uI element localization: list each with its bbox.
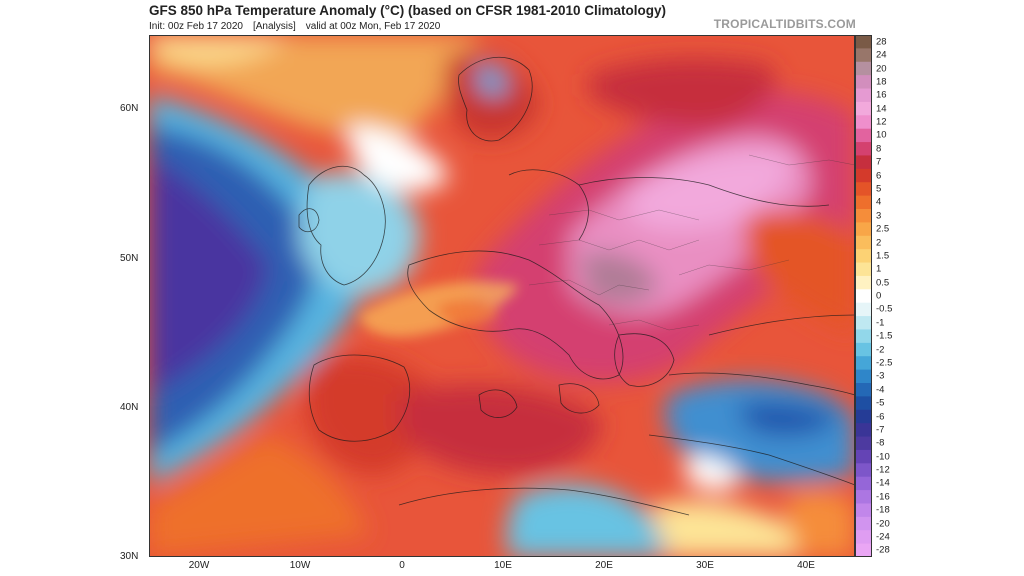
colorbar-label: 18 — [876, 76, 887, 88]
lon-label: 20W — [188, 560, 210, 571]
colorbar-swatch — [855, 75, 872, 90]
colorbar-swatch — [855, 356, 872, 371]
colorbar-swatch — [855, 222, 872, 237]
colorbar-label: -4 — [876, 384, 885, 396]
colorbar-label: -0.5 — [876, 303, 893, 315]
colorbar-label: -14 — [876, 477, 890, 489]
colorbar-label: -2 — [876, 344, 885, 355]
colorbar-label: 5 — [876, 183, 882, 195]
colorbar-label: 1 — [876, 263, 882, 275]
colorbar-swatch — [855, 383, 872, 397]
colorbar — [855, 35, 872, 557]
lat-label: 30N — [120, 551, 139, 562]
colorbar-label: -2.5 — [876, 357, 893, 369]
colorbar-swatch — [855, 503, 872, 518]
colorbar-swatch — [855, 275, 872, 290]
colorbar-swatch — [855, 490, 872, 504]
colorbar-label: -20 — [876, 518, 890, 529]
colorbar-swatch — [855, 476, 872, 491]
colorbar-label: -24 — [876, 531, 890, 543]
colorbar-label: -5 — [876, 397, 885, 409]
analysis-tag: [Analysis] — [252, 21, 296, 32]
colorbar-label: -6 — [876, 411, 885, 422]
colorbar-label: 10 — [876, 129, 887, 141]
lon-label: 30E — [696, 560, 714, 571]
colorbar-swatch — [855, 61, 872, 76]
colorbar-label: 12 — [876, 116, 887, 128]
lat-label: 50N — [120, 253, 139, 264]
init-time: Init: 00z Feb 17 2020 — [149, 21, 243, 32]
colorbar-swatch — [855, 329, 872, 344]
colorbar-label: 28 — [876, 36, 887, 48]
colorbar-label: -1.5 — [876, 330, 893, 342]
colorbar-label: 20 — [876, 63, 887, 74]
colorbar-swatch — [855, 262, 872, 277]
colorbar-border — [855, 35, 872, 557]
colorbar-label: 2.5 — [876, 223, 890, 235]
colorbar-label: -8 — [876, 437, 885, 449]
colorbar-swatch — [855, 423, 872, 438]
colorbar-swatch — [855, 436, 872, 451]
colorbar-swatch — [855, 168, 872, 183]
lon-label: 10E — [494, 560, 512, 571]
colorbar-label: -16 — [876, 491, 890, 503]
colorbar-label: 8 — [876, 143, 882, 155]
colorbar-swatch — [855, 543, 872, 557]
colorbar-swatch — [855, 463, 872, 478]
colorbar-swatch — [855, 369, 872, 384]
colorbar-swatch — [855, 155, 872, 170]
colorbar-label: 2 — [876, 237, 882, 248]
colorbar-label: 1.5 — [876, 250, 890, 262]
lon-label: 20E — [595, 560, 613, 571]
colorbar-label: 0 — [876, 290, 882, 302]
lat-label: 40N — [120, 402, 139, 413]
colorbar-label: -28 — [876, 544, 890, 556]
lat-label: 60N — [120, 103, 139, 114]
lon-label: 0 — [399, 560, 405, 571]
lon-label: 10W — [289, 560, 311, 571]
colorbar-swatch — [855, 409, 872, 424]
map-title: GFS 850 hPa Temperature Anomaly (°C) (ba… — [149, 3, 667, 18]
colorbar-label: 7 — [876, 156, 882, 168]
colorbar-label: 3 — [876, 210, 882, 222]
colorbar-swatch — [855, 209, 872, 223]
colorbar-label: -12 — [876, 464, 890, 476]
colorbar-swatch — [855, 316, 872, 330]
colorbar-swatch — [855, 235, 872, 250]
colorbar-label: -10 — [876, 451, 890, 463]
colorbar-swatch — [855, 195, 872, 210]
colorbar-swatch — [855, 35, 872, 49]
colorbar-swatch — [855, 182, 872, 197]
colorbar-swatch — [855, 530, 872, 545]
colorbar-label: -1 — [876, 317, 885, 329]
colorbar-swatch — [855, 249, 872, 264]
colorbar-label: 6 — [876, 170, 882, 181]
colorbar-swatch — [855, 88, 872, 103]
colorbar-swatch — [855, 396, 872, 411]
source-watermark: TROPICALTIDBITS.COM — [713, 17, 856, 31]
colorbar-label: -3 — [876, 370, 885, 382]
colorbar-label: 14 — [876, 103, 887, 115]
colorbar-label: 0.5 — [876, 277, 890, 289]
colorbar-swatch — [855, 516, 872, 531]
colorbar-label: 16 — [876, 89, 887, 101]
anomaly-map — [149, 35, 855, 557]
colorbar-swatch — [855, 101, 872, 116]
map-subtitle: Init: 00z Feb 17 2020 [Analysis] valid at … — [149, 21, 440, 32]
lon-label: 40E — [797, 560, 815, 571]
colorbar-swatch — [855, 449, 872, 464]
colorbar-swatch — [855, 302, 872, 317]
colorbar-label: -18 — [876, 504, 890, 516]
colorbar-swatch — [855, 142, 872, 156]
colorbar-label: 24 — [876, 49, 887, 61]
colorbar-label: -7 — [876, 424, 885, 436]
colorbar-swatch — [855, 128, 872, 143]
colorbar-label: 4 — [876, 196, 882, 208]
colorbar-swatch — [855, 48, 872, 63]
colorbar-swatch — [855, 289, 872, 304]
valid-time: valid at 00z Mon, Feb 17 2020 — [305, 21, 441, 32]
colorbar-swatch — [855, 115, 872, 130]
colorbar-swatch — [855, 342, 872, 357]
